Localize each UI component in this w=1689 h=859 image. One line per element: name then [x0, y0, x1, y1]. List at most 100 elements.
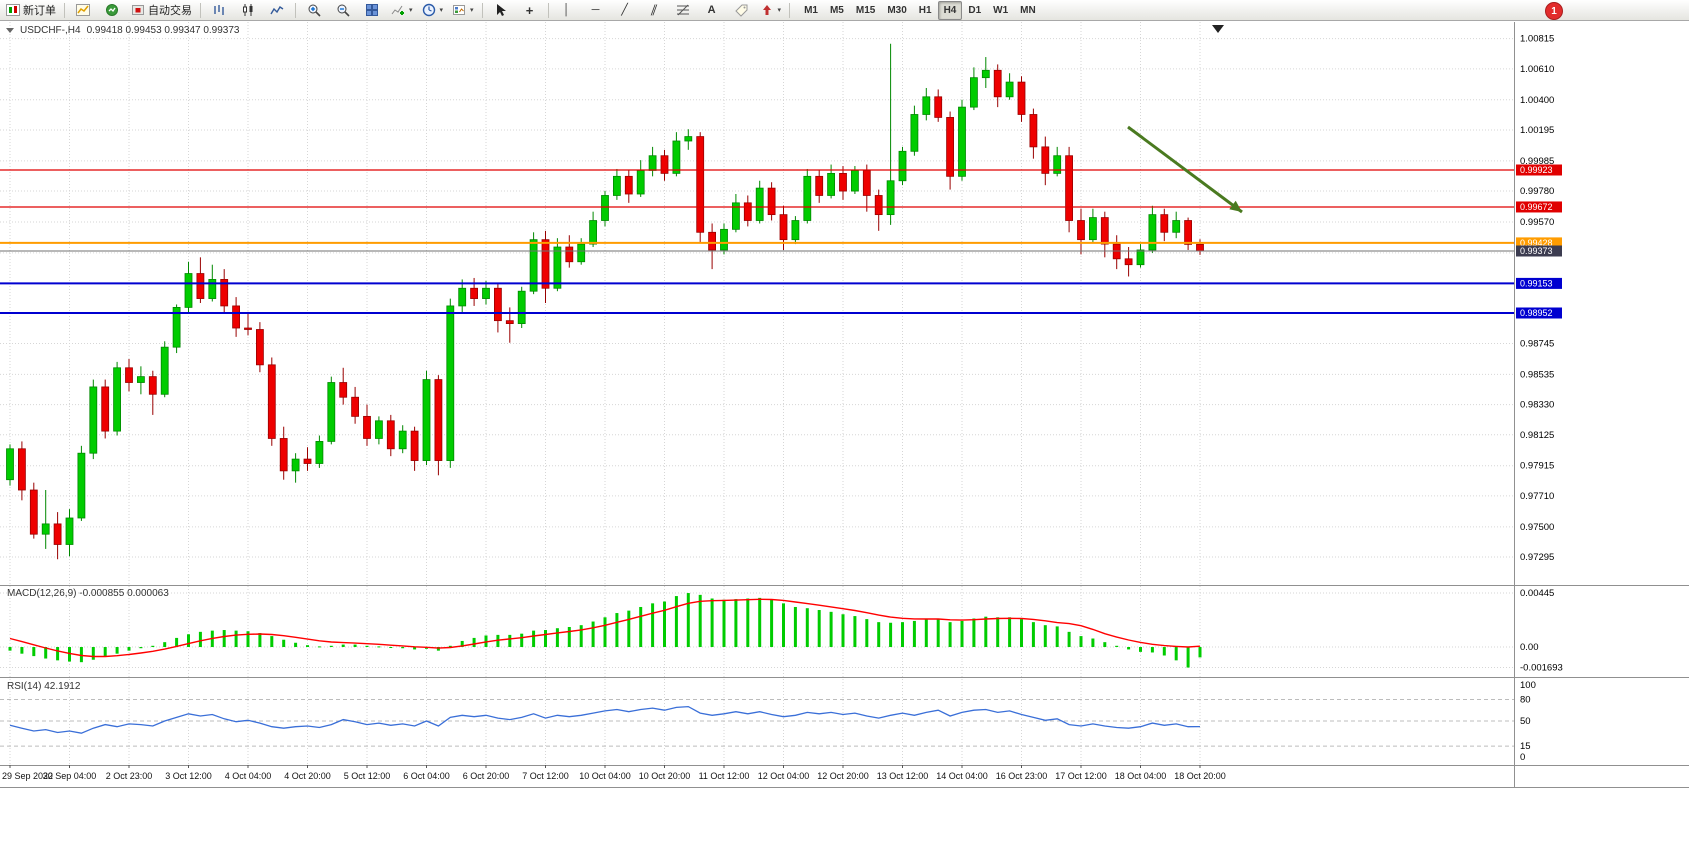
clock-icon	[422, 3, 436, 17]
profiles-button[interactable]	[98, 0, 126, 20]
timeframe-button-mn[interactable]: MN	[1020, 4, 1036, 16]
time-axis-label: 5 Oct 12:00	[344, 771, 391, 781]
channel-button[interactable]: ∥	[640, 0, 668, 20]
zoom-out-button[interactable]	[329, 0, 357, 20]
periods-button[interactable]: ▾	[418, 0, 448, 20]
crosshair-icon: +	[525, 2, 534, 18]
svg-text:0.99985: 0.99985	[1520, 156, 1554, 167]
price-badge	[1516, 237, 1562, 249]
horizontal-line-button[interactable]: ─	[582, 0, 610, 20]
arrow-objects-icon	[760, 3, 774, 17]
time-axis-label: 6 Oct 20:00	[463, 771, 510, 781]
autotrading-button[interactable]: 自动交易	[127, 0, 196, 20]
price-badge	[1516, 201, 1562, 213]
cursor-button[interactable]	[487, 0, 515, 20]
notification-count: 1	[1551, 5, 1557, 17]
text-label-button[interactable]	[727, 0, 755, 20]
rsi-line	[9, 705, 1201, 734]
tile-windows-button[interactable]	[358, 0, 386, 20]
trend-arrow-annotation[interactable]	[1127, 125, 1243, 214]
chevron-down-icon: ▾	[777, 7, 782, 14]
svg-text:0.99428: 0.99428	[1520, 238, 1553, 248]
crosshair-button[interactable]: +	[516, 0, 544, 20]
notification-badge[interactable]: 1	[1545, 2, 1563, 20]
time-axis-label: 12 Oct 04:00	[758, 771, 810, 781]
svg-text:1.00400: 1.00400	[1520, 95, 1554, 106]
time-axis-label: 10 Oct 04:00	[579, 771, 631, 781]
chevron-down-icon: ▾	[470, 7, 474, 14]
chart-window-icon	[76, 3, 90, 17]
svg-text:0.98952: 0.98952	[1520, 308, 1553, 318]
zoom-in-button[interactable]	[300, 0, 328, 20]
time-axis-label: 13 Oct 12:00	[877, 771, 929, 781]
time-axis-label: 29 Sep 2022	[2, 771, 53, 781]
horizontal-line-icon: ─	[591, 3, 600, 16]
text-label-icon	[734, 3, 748, 17]
time-axis-label: 4 Oct 04:00	[225, 771, 272, 781]
price-axis[interactable]: 1.00815 1.00610 1.00400 1.00195 0.99985 0.997…	[1520, 34, 1563, 763]
toolbar-separator	[547, 2, 549, 18]
chart-menu-arrow-icon[interactable]	[6, 28, 14, 33]
equidistant-channel-icon: ∥	[648, 3, 659, 16]
timeframe-button-m5[interactable]: M5	[829, 4, 844, 16]
timeframe-buttons: M1 M5 M15 M30 H1 H4 D1 W1 MN	[798, 0, 1042, 20]
vertical-line-icon: │	[563, 3, 570, 16]
timeframe-button-m15[interactable]: M15	[855, 4, 876, 16]
toolbar-separator	[200, 2, 201, 18]
line-chart-icon	[270, 3, 284, 17]
candles	[6, 43, 1204, 560]
time-axis-label: 30 Sep 04:00	[43, 771, 97, 781]
svg-text:100: 100	[1520, 680, 1536, 691]
time-axis-label: 14 Oct 04:00	[936, 771, 988, 781]
candlestick-chart-button[interactable]	[234, 0, 262, 20]
svg-text:0.97915: 0.97915	[1520, 461, 1554, 472]
autotrading-icon	[131, 3, 145, 17]
price-badge	[1516, 277, 1562, 289]
new-order-button[interactable]: 新订单	[2, 0, 60, 20]
gridlines	[0, 22, 1515, 765]
price-badge	[1516, 245, 1562, 257]
text-button[interactable]: A	[698, 0, 726, 20]
timeframe-button-h1[interactable]: H1	[918, 4, 932, 16]
vertical-line-button[interactable]: │	[553, 0, 581, 20]
toolbar-separator	[789, 2, 791, 18]
fibonacci-button[interactable]	[669, 0, 697, 20]
svg-text:-0.001693: -0.001693	[1520, 663, 1563, 674]
text-tool-icon: A	[707, 3, 716, 16]
indicators-icon	[391, 3, 405, 17]
time-axis-label: 18 Oct 20:00	[1174, 771, 1226, 781]
templates-button[interactable]: ▾	[448, 0, 478, 20]
timeframe-button-m30[interactable]: M30	[887, 4, 907, 16]
pane-borders	[0, 22, 1689, 788]
chart-shift-marker	[1212, 25, 1224, 33]
macd-signal-line	[9, 598, 1201, 658]
charts-button[interactable]	[69, 0, 97, 20]
trendline-icon: ╱	[621, 3, 628, 16]
cursor-arrow-icon	[495, 3, 507, 17]
arrows-button[interactable]: ▾	[756, 0, 786, 20]
time-axis-label: 6 Oct 04:00	[403, 771, 450, 781]
timeframe-button-h4[interactable]: H4	[937, 0, 963, 20]
svg-text:1.00610: 1.00610	[1520, 64, 1554, 75]
timeframe-button-d1[interactable]: D1	[968, 4, 982, 16]
indicators-button[interactable]: ▾	[387, 0, 417, 20]
zoom-in-icon	[307, 3, 321, 17]
trendline-button[interactable]: ╱	[611, 0, 639, 20]
svg-text:0.99780: 0.99780	[1520, 186, 1554, 197]
svg-text:0.99570: 0.99570	[1520, 217, 1554, 228]
line-chart-button[interactable]	[263, 0, 291, 20]
new-order-label: 新订单	[23, 5, 56, 17]
timeframe-button-w1[interactable]: W1	[993, 4, 1009, 16]
bar-chart-button[interactable]	[205, 0, 233, 20]
time-axis-label: 11 Oct 12:00	[699, 771, 750, 781]
chevron-down-icon: ▾	[439, 7, 444, 14]
time-axis-label: 17 Oct 12:00	[1055, 771, 1107, 781]
timeframe-button-m1[interactable]: M1	[804, 4, 818, 16]
svg-text:0.00: 0.00	[1520, 642, 1539, 653]
toolbar-separator	[481, 2, 483, 18]
macd-label: MACD(12,26,9) -0.000855 0.000063	[7, 588, 169, 599]
